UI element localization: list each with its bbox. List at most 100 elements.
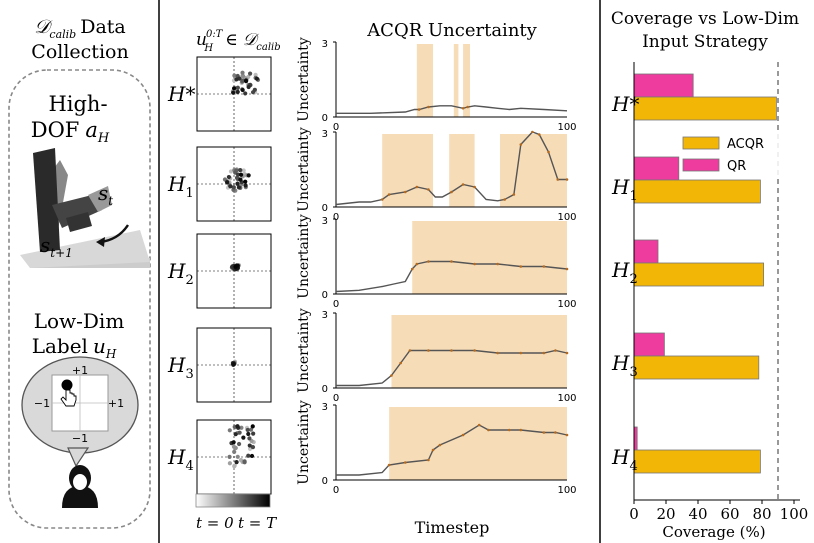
uncertainty-point [387,463,391,467]
uncertainty-point [547,150,550,154]
row-label-hstar: H* [167,82,195,106]
y-tick-label-bottom: 0 [322,113,328,124]
scatter-point [243,79,249,84]
uncertainty-point [380,198,384,201]
scatter-point [226,174,232,180]
scatter-point [225,180,230,185]
uncertainty-point [427,458,430,462]
scatter-point [237,430,242,435]
state-t-label: st [98,181,113,208]
scatter-point [247,443,252,448]
bar-x-tick-label: 60 [720,505,739,523]
uncertainty-point [565,178,569,181]
high-dof-label-line2: DOF aH [31,118,110,146]
scatter-point [250,445,256,450]
x-tick-label-start: 0 [333,485,339,496]
coverage-panel: Coverage vs Low-Dim Input Strategy H*H1H… [611,9,808,541]
y-tick-label-top: 3 [322,216,328,227]
row-label-h4: H4 [167,445,194,474]
row-label-h2: H2 [167,259,194,288]
uncertainty-point [404,190,407,194]
uncertainty-band [412,221,567,294]
y-tick-label-bottom: 0 [322,203,328,214]
uncertainty-point [461,183,465,186]
scatter-point [249,453,255,459]
uncertainty-point [450,349,453,352]
data-collection-frame [8,69,151,529]
scatter-point [233,432,238,437]
uncertainty-point [473,262,476,266]
scatter-point [234,175,240,180]
uncertainty-panel: u0:T H ∈ 𝒟calib ACQR Uncertainty H* H1 H2 H3 H4… [167,20,577,537]
joystick-label-right: +1 [108,397,124,410]
person-face [73,474,87,490]
scatter-point [232,449,237,455]
scatter-point [235,424,240,429]
scatter-point [236,185,242,190]
scatter-point [248,427,254,432]
bar-x-tick-label: 80 [752,505,771,523]
bar-x-tick-label: 0 [629,505,639,523]
uncertainty-line-hstar [336,105,568,114]
scatter-point [250,424,255,429]
uncertainty-point [431,448,435,452]
uncertainty-band [463,44,470,117]
scatter-point [233,264,238,269]
uncertainty-point [415,185,419,189]
scatter-header: u0:T H ∈ 𝒟calib [196,29,281,54]
row-label-h3: H3 [167,353,194,382]
uncertainty-point [512,193,516,196]
uncertainty-point [450,190,453,194]
data-collection-subtitle: Collection [31,41,128,63]
uncertainty-point [404,461,407,464]
bar-x-tick-label: 20 [656,505,675,523]
scatter-point [228,184,233,189]
uncertainty-point [461,433,465,437]
uncertainty-line-h2 [335,260,568,293]
state-t1-label: st+1 [40,233,73,260]
category-label-hstar: H* [611,92,639,116]
uncertainty-point [390,374,393,377]
uncertainty-point [503,198,506,201]
coverage-title-line2: Input Strategy [642,32,768,52]
uncertainty-band [389,407,567,480]
data-collection-panel: 𝒟calib Data Collection High- DOF aH st st+… [8,16,151,529]
scatter-point [245,427,250,433]
scatter-point [246,431,251,437]
uncertainty-point [410,267,414,271]
scatter-point [231,362,236,367]
uncertainty-point [466,105,469,109]
y-tick-label-top: 3 [322,310,328,321]
bar-acqr-h4 [633,449,761,474]
joystick-label-top: +1 [72,364,88,377]
uncertainty-line-h4 [336,424,568,476]
coverage-axis-label: Coverage (%) [662,523,765,541]
bar-acqr-hstar [633,96,777,121]
uncertainty-point [487,428,490,432]
uncertainty-band [382,134,434,207]
bar-qr-h1 [633,156,680,181]
scatter-point [254,76,260,81]
x-tick-label-start: 0 [333,393,339,404]
scatter-point [251,431,256,436]
scatter-point [243,183,248,188]
bar-qr-h2 [633,239,659,264]
y-tick-label-top: 3 [322,129,328,140]
bar-qr-hstar [633,73,694,98]
uncertainty-point [477,423,481,427]
trajectory-scatter-grid: H* H1 H2 H3 H4 [167,56,272,495]
scatter-point [240,78,245,83]
uncertainty-axis-label: Uncertainty [296,308,312,393]
uncertainty-point [417,108,421,111]
scatter-point [227,428,232,433]
legend-label-acqr: ACQR [727,137,764,152]
x-tick-label-end: 100 [557,212,576,223]
uncertainty-point [415,262,419,266]
scatter-point [246,453,251,458]
scatter-point [236,441,242,447]
scatter-point [238,172,244,177]
scatter-point [235,172,241,177]
scatter-point [232,73,237,78]
scatter-point [228,169,234,174]
